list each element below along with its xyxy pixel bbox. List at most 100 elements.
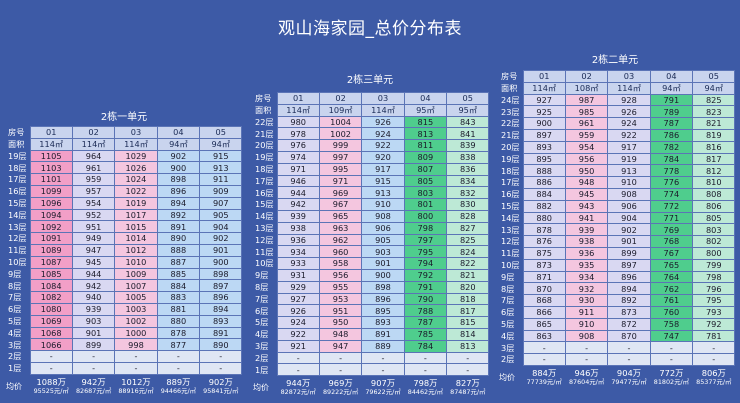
price-cell: 824 — [446, 245, 490, 259]
price-cell: 901 — [199, 243, 243, 257]
price-cell: 817 — [692, 152, 736, 166]
price-cell: 957 — [71, 184, 116, 198]
price-cell: 906 — [607, 199, 651, 213]
floor-row: 21层 978 1002 924 813 841 — [253, 127, 490, 141]
row-label: 7层 — [253, 293, 277, 305]
floor-row: 8层 1084 942 1007 884 897 — [6, 279, 243, 293]
price-cell: 897 — [607, 258, 651, 272]
area-row: 面积 114㎡ 108㎡ 114㎡ 94㎡ 94㎡ — [499, 81, 736, 95]
price-cell: 04 — [156, 126, 201, 139]
price-cell: - — [114, 361, 158, 375]
row-label: 17层 — [6, 173, 30, 186]
row-label: 5层 — [6, 315, 30, 328]
row-label: 15层 — [499, 200, 523, 213]
floor-row: 11层 934 960 903 795 824 — [253, 245, 490, 259]
floor-row: 20层 976 999 922 811 839 — [253, 139, 490, 152]
row-label: 16层 — [253, 186, 277, 199]
price-cell: 939 — [71, 302, 116, 316]
price-cell: 1087 — [29, 255, 73, 269]
price-cell: 771 — [649, 211, 694, 225]
price-cell: 969 — [318, 186, 363, 200]
floor-row: 16层 884 945 908 774 808 — [499, 187, 736, 201]
floor-row: 15层 942 967 910 801 830 — [253, 198, 490, 211]
price-cell: 769 — [649, 223, 694, 237]
price-cell: 962 — [318, 233, 363, 247]
row-label: 10层 — [253, 257, 277, 270]
row-label: 20层 — [253, 139, 277, 152]
row-label: 13层 — [6, 220, 30, 233]
price-cell: 924 — [607, 117, 651, 130]
row-label: 4层 — [499, 330, 523, 342]
floor-row: 11层 875 936 899 767 800 — [499, 246, 736, 260]
floor-row: 6层 866 911 873 760 793 — [499, 305, 736, 319]
floor-row: 15层 882 943 906 772 806 — [499, 199, 736, 213]
price-cell: 02 — [71, 126, 116, 139]
price-cell: 03 — [607, 70, 651, 83]
price-cell: 1068 — [29, 326, 73, 340]
row-label: 15层 — [6, 197, 30, 210]
avg-total: 904万 — [616, 368, 642, 378]
price-cell: 885 — [156, 267, 201, 281]
price-cell: 881 — [156, 302, 201, 316]
floor-row: 4层 863 908 870 747 781 — [499, 329, 736, 343]
price-cell: 926 — [607, 105, 651, 119]
price-cell: 781 — [692, 329, 736, 343]
price-cell: 893 — [522, 140, 566, 154]
price-cell: 915 — [361, 174, 405, 188]
floor-row: 3层 1066 899 998 877 890 — [6, 338, 243, 352]
floor-row: 5层 865 910 872 758 792 — [499, 317, 736, 331]
price-cell: - — [564, 341, 609, 355]
price-cell: 114㎡ — [361, 103, 405, 117]
price-cell: 965 — [318, 209, 363, 223]
price-cell: 931 — [276, 268, 320, 282]
avg-cell: 942万 82687元/㎡ — [72, 377, 114, 396]
price-cell: 784 — [649, 152, 694, 166]
price-cell: 971 — [276, 162, 320, 176]
price-cell: - — [276, 363, 320, 377]
avg-total: 944万 — [286, 378, 311, 389]
price-cell: 917 — [361, 162, 405, 176]
price-cell: 890 — [156, 232, 201, 245]
price-cell: 805 — [403, 174, 448, 188]
price-cell: 809 — [403, 150, 448, 164]
price-cell: 114㎡ — [276, 103, 320, 117]
row-label: 16层 — [499, 188, 523, 201]
price-cell: 938 — [276, 221, 320, 235]
floor-row: 2层 - - - - - — [253, 351, 490, 365]
price-cell: 928 — [607, 93, 651, 107]
price-cell: 800 — [692, 246, 736, 260]
row-label: 3层 — [499, 341, 523, 354]
price-cell: 956 — [564, 152, 609, 166]
floor-row: 14层 939 965 908 800 828 — [253, 209, 490, 223]
floor-row: 23层 925 985 926 789 823 — [499, 105, 736, 119]
price-cell: 1105 — [29, 149, 73, 163]
price-cell: 795 — [692, 294, 736, 307]
price-cell: 978 — [276, 127, 320, 141]
price-cell: 802 — [692, 235, 736, 248]
row-label: 21层 — [499, 129, 523, 142]
row-label: 19层 — [253, 151, 277, 164]
avg-row-2-1: 均价 1088万 95525元/㎡ 942万 82687元/㎡ 1012万 88916元/㎡… — [6, 377, 242, 400]
floor-row: 20层 893 954 917 782 816 — [499, 140, 736, 154]
avg-unit-price: 81802元/㎡ — [653, 378, 690, 386]
avg-cell: 944万 82872元/㎡ — [277, 379, 319, 397]
row-label: 22层 — [253, 116, 277, 128]
price-cell: 888 — [522, 164, 566, 178]
price-cell: 827 — [446, 221, 490, 235]
price-cell: 880 — [522, 211, 566, 225]
row-label: 18层 — [499, 164, 523, 177]
price-cell: 1000 — [114, 326, 158, 340]
price-cell: 884 — [156, 279, 201, 293]
price-cell: 897 — [199, 279, 243, 293]
floor-row: 15层 1096 954 1019 894 907 — [6, 196, 243, 210]
price-cell: 995 — [318, 162, 363, 176]
price-cell: 898 — [199, 267, 243, 281]
row-label: 房号 — [6, 126, 30, 139]
price-cell: 813 — [403, 127, 448, 141]
avg-cell: 806万 85377元/㎡ — [693, 369, 735, 387]
price-cell: 887 — [156, 255, 201, 269]
price-cell: 917 — [607, 140, 651, 154]
price-cell: 954 — [71, 196, 116, 210]
price-cell: 974 — [276, 150, 320, 164]
price-cell: - — [318, 363, 363, 377]
